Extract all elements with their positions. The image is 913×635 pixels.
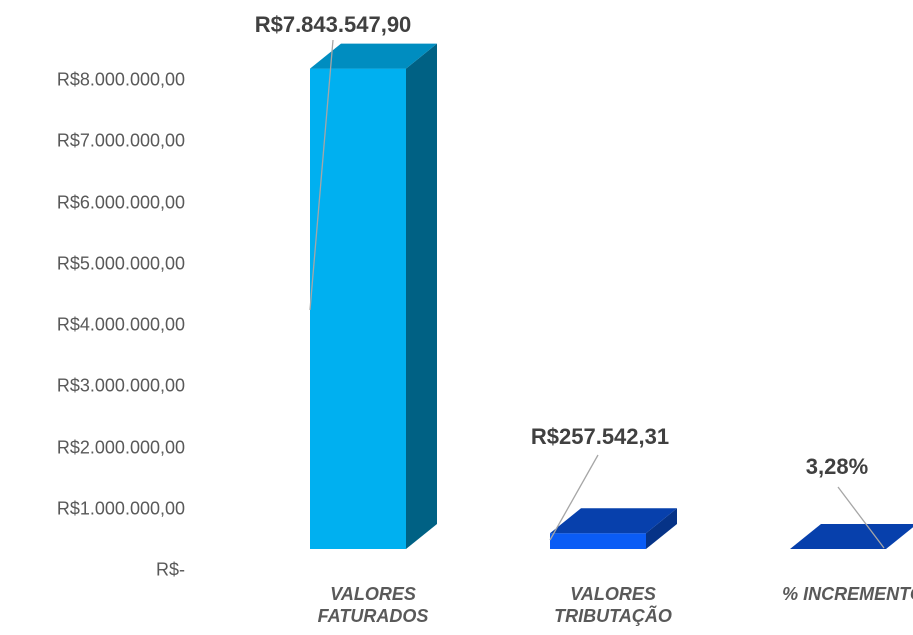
y-tick-label: R$5.000.000,00 (56, 253, 185, 274)
data-label: 3,28% (805, 454, 869, 479)
leader-line (309, 39, 334, 311)
y-tick-label: R$1.000.000,00 (56, 498, 185, 519)
bar-side (886, 527, 913, 549)
y-tick-label: R$2.000.000,00 (56, 437, 185, 457)
y-tick-label: R$4.000.000,00 (56, 314, 185, 335)
y-tick-label: R$3.000.000,00 (56, 375, 185, 396)
data-label: R$257.542,31 (530, 424, 670, 449)
bar-top (790, 523, 913, 549)
bar-side (646, 508, 677, 549)
bar (310, 68, 406, 549)
bar-top (550, 508, 677, 534)
bar (550, 533, 646, 549)
bar-side (406, 43, 437, 549)
x-tick-label: % INCREMENTO (782, 584, 913, 604)
y-tick-label: R$6.000.000,00 (56, 192, 185, 212)
leader-line (837, 486, 885, 549)
data-label: R$7.843.547,90 (254, 12, 412, 37)
x-tick-label: VALORES FATURADOS (317, 584, 429, 626)
y-tick-label: R$- (155, 559, 185, 580)
y-tick-label: R$7.000.000,00 (56, 130, 185, 151)
leader-line (549, 454, 599, 541)
x-tick-label: VALORES TRIBUTAÇÃO (554, 584, 672, 626)
bar-top (310, 43, 437, 69)
y-tick-label: R$8.000.000,00 (56, 69, 185, 90)
